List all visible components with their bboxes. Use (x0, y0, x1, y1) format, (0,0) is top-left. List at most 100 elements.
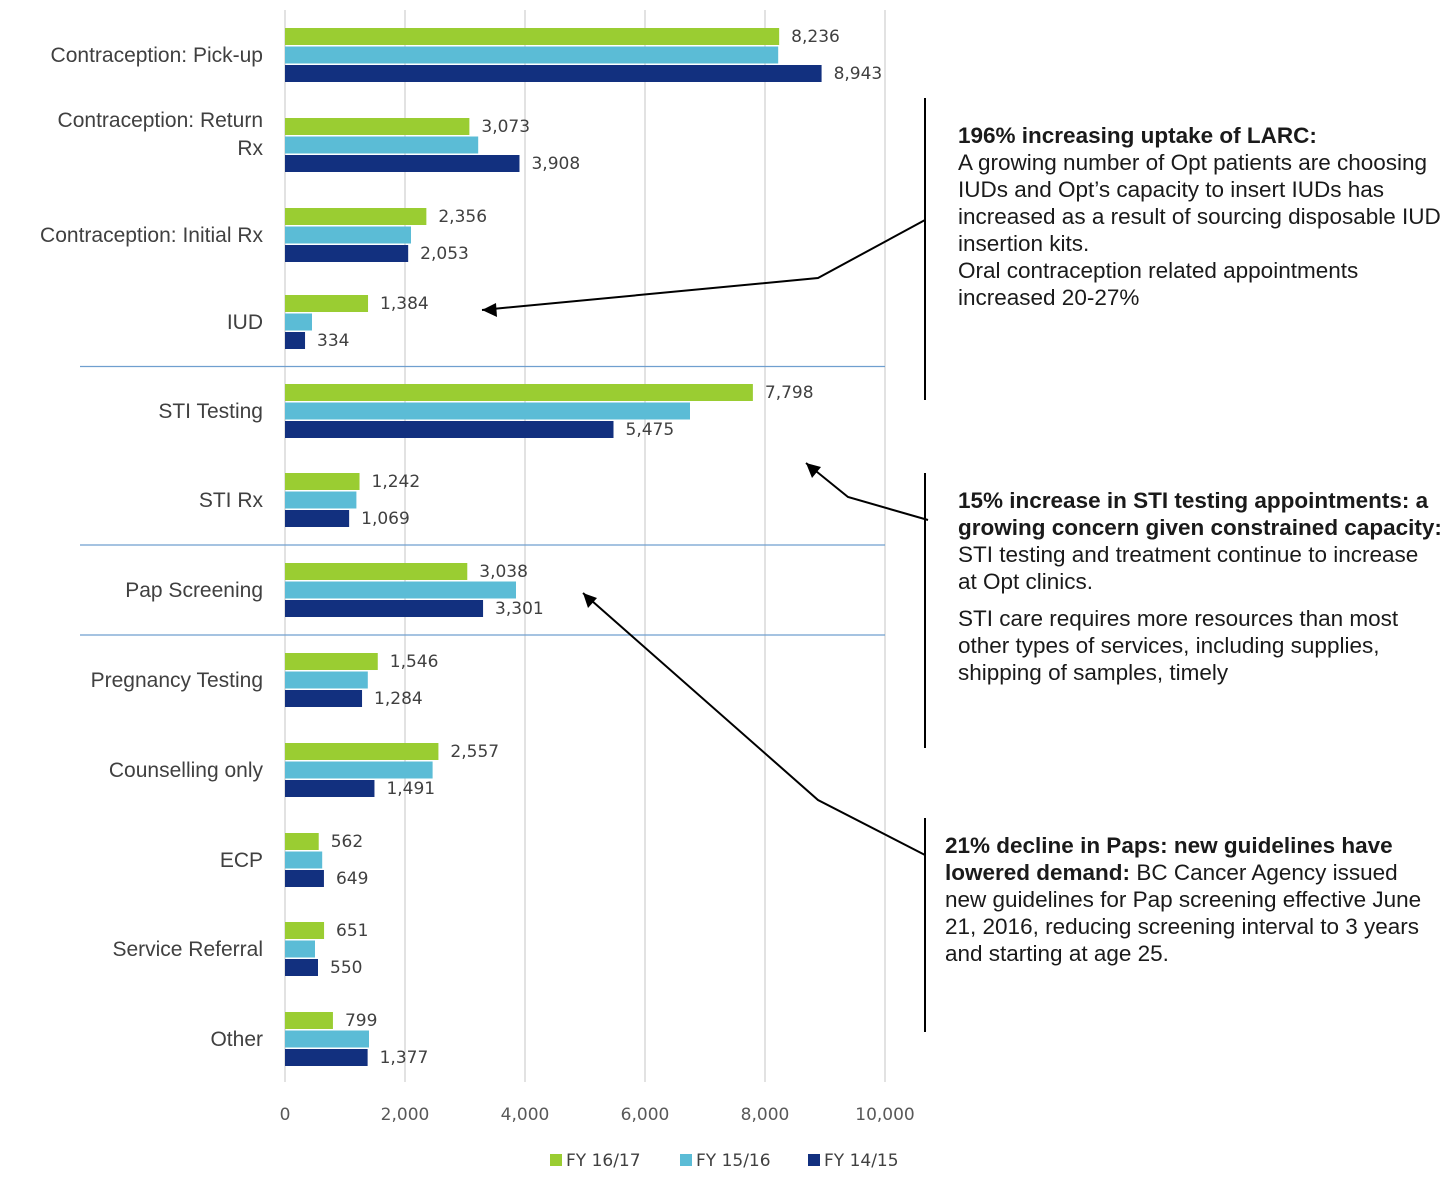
x-tick-label: 0 (280, 1105, 291, 1125)
category-label: STI Testing (158, 400, 263, 423)
category-label: Other (210, 1028, 263, 1051)
arrow-larc (481, 219, 926, 311)
data-label: 799 (345, 1011, 377, 1031)
x-tick-label: 2,000 (381, 1105, 430, 1125)
data-label: 7,798 (765, 383, 814, 403)
bar (285, 28, 780, 45)
data-label: 1,491 (386, 779, 435, 799)
data-label: 1,377 (380, 1048, 429, 1068)
bar (285, 563, 468, 580)
annotation-pap-body: BC Cancer Agency issued new guidelines f… (945, 860, 1422, 966)
data-label: 1,242 (372, 472, 421, 492)
bar (285, 118, 470, 135)
data-label: 649 (336, 869, 368, 889)
bar (285, 65, 822, 82)
bar (285, 581, 516, 599)
data-label: 2,557 (450, 742, 499, 762)
bar (285, 245, 409, 262)
data-label: 8,943 (834, 64, 883, 84)
data-label: 1,284 (374, 689, 423, 709)
bar (285, 46, 779, 64)
category-label: Contraception: Return Rx (58, 109, 264, 160)
x-tick-label: 8,000 (741, 1105, 790, 1125)
x-tick-label: 10,000 (855, 1105, 914, 1125)
x-tick-label: 6,000 (621, 1105, 670, 1125)
annotation-larc-extra: Oral contraception related appointments … (958, 258, 1359, 310)
bar (285, 332, 306, 349)
data-label: 2,053 (420, 244, 469, 264)
bar (285, 851, 323, 869)
annotation-sti-body: STI testing and treatment continue to in… (958, 542, 1419, 594)
bar (285, 833, 319, 850)
data-label: 5,475 (626, 420, 675, 440)
category-label: Contraception: Pick-up (51, 44, 263, 67)
category-labels: Contraception: Pick-up Contraception: Ret… (40, 44, 263, 1051)
arrow-pap (582, 592, 926, 856)
bar (285, 208, 427, 225)
arrow-pap-head (583, 593, 597, 608)
bar (285, 313, 312, 331)
annotation-pap-heading: 21% decline in Paps: new guidelines have… (945, 833, 1393, 885)
bar (285, 600, 484, 617)
annotation-sti-extra: STI care requires more resources than mo… (958, 606, 1399, 685)
arrow-sti (805, 462, 929, 521)
data-label: 651 (336, 921, 368, 941)
category-label: Counselling only (109, 759, 264, 782)
annotation-sti: 15% increase in STI testing appointments… (958, 487, 1443, 737)
data-label: 550 (330, 958, 362, 978)
annotation-sti-main: 15% increase in STI testing appointments… (958, 487, 1443, 595)
data-label: 1,384 (380, 294, 429, 314)
grid-lines (284, 10, 886, 1082)
bar (285, 743, 439, 760)
category-label: ECP (220, 849, 263, 872)
bar (285, 1049, 368, 1066)
data-label: 3,073 (481, 117, 530, 137)
data-label: 334 (317, 331, 349, 351)
bars (285, 28, 822, 1066)
bar (285, 226, 411, 244)
bar (285, 421, 614, 438)
bar (285, 1030, 369, 1048)
annotation-pap: 21% decline in Paps: new guidelines have… (945, 832, 1443, 1032)
bar (285, 922, 325, 939)
bar (285, 402, 690, 420)
legend-swatch (808, 1154, 820, 1166)
bar (285, 155, 520, 172)
category-label: Service Referral (112, 938, 263, 961)
bar (285, 491, 357, 509)
bar (285, 959, 318, 976)
annotation-larc-body: A growing number of Opt patients are cho… (958, 150, 1441, 256)
legend-swatch (550, 1154, 562, 1166)
x-tick-label: 4,000 (501, 1105, 550, 1125)
annotation-pap-main: 21% decline in Paps: new guidelines have… (945, 832, 1443, 967)
legend-swatch (680, 1154, 692, 1166)
data-label: 8,236 (791, 27, 840, 47)
bar (285, 940, 315, 958)
data-label: 3,301 (495, 599, 544, 619)
data-label: 1,069 (361, 509, 410, 529)
bar (285, 1012, 333, 1029)
bar (285, 295, 369, 312)
bar (285, 384, 753, 401)
bar (285, 780, 375, 797)
bar (285, 510, 350, 527)
bar (285, 870, 324, 887)
bar (285, 136, 479, 154)
category-label: Pap Screening (125, 579, 263, 602)
data-label: 3,038 (479, 562, 528, 582)
category-label: STI Rx (199, 489, 264, 512)
legend-label: FY 15/16 (696, 1151, 771, 1171)
bar (285, 761, 433, 779)
bar (285, 653, 378, 670)
data-label: 562 (331, 832, 363, 852)
legend-label: FY 14/15 (824, 1151, 899, 1171)
arrow-larc-head (482, 303, 497, 317)
x-axis-ticks: 0 2,000 4,000 6,000 8,000 10,000 (280, 1105, 915, 1125)
legend: FY 16/17 FY 15/16 FY 14/15 (550, 1151, 899, 1171)
data-label: 2,356 (438, 207, 487, 227)
data-label: 3,908 (531, 154, 580, 174)
bar (285, 690, 363, 707)
annotation-larc-heading: 196% increasing uptake of LARC: (958, 123, 1317, 148)
annotation-larc: 196% increasing uptake of LARC: A growin… (958, 122, 1443, 382)
